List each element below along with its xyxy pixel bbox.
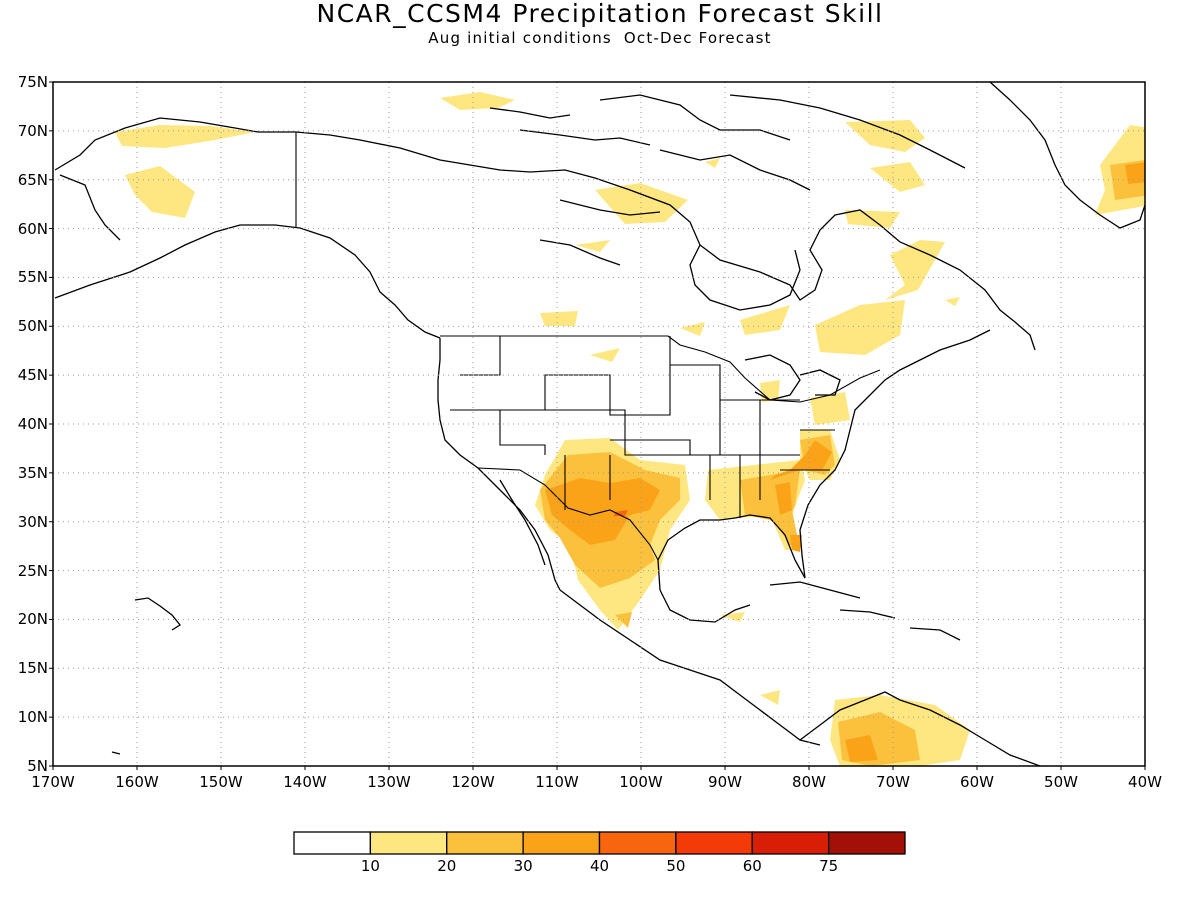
lon-tick-label: 150W — [199, 773, 243, 791]
map-content — [54, 82, 1145, 766]
lat-tick-label: 35N — [17, 463, 48, 482]
lon-tick-label: 120W — [451, 773, 495, 791]
gridlines — [53, 82, 1145, 766]
map-subtitle: Aug initial conditions Oct-Dec Forecast — [428, 29, 772, 47]
lon-tick-label: 110W — [535, 773, 579, 791]
axis-ticks — [49, 81, 1146, 770]
lon-tick-label: 70W — [876, 773, 910, 791]
colorbar-swatch — [293, 831, 372, 855]
lon-tick-label: 50W — [1044, 773, 1078, 791]
lon-tick-label: 100W — [619, 773, 663, 791]
lat-tick-label: 60N — [17, 219, 48, 238]
lon-tick-label: 140W — [283, 773, 327, 791]
lat-tick-label: 15N — [17, 659, 48, 678]
map-title: NCAR_CCSM4 Precipitation Forecast Skill — [316, 0, 884, 28]
colorbar-swatch — [446, 831, 524, 855]
lat-tick-label: 20N — [17, 610, 48, 629]
lat-tick-label: 55N — [17, 268, 48, 287]
lon-tick-label: 90W — [708, 773, 742, 791]
colorbar-label: 30 — [513, 857, 533, 875]
colorbar-swatch — [827, 831, 906, 855]
colorbar-label: 75 — [819, 857, 839, 875]
lat-tick-label: 30N — [17, 512, 48, 531]
lat-tick-label: 5N — [27, 757, 48, 775]
colorbar-label: 20 — [437, 857, 457, 875]
lon-tick-label: 130W — [367, 773, 411, 791]
lat-tick-label: 10N — [17, 708, 48, 727]
colorbar-swatch — [369, 831, 448, 855]
colorbar-swatch — [598, 831, 677, 855]
lon-tick-label: 160W — [115, 773, 159, 791]
lon-tick-label: 170W — [31, 773, 75, 791]
lat-tick-label: 70N — [17, 121, 48, 140]
colorbar-label: 40 — [589, 857, 610, 875]
lat-tick-label: 45N — [17, 366, 48, 385]
lat-tick-label: 40N — [17, 415, 48, 433]
lon-tick-label: 60W — [960, 773, 994, 791]
coastlines — [54, 82, 1145, 766]
lat-tick-label: 50N — [17, 317, 48, 336]
lon-tick-label: 40W — [1128, 773, 1162, 791]
colorbar-label: 10 — [360, 857, 380, 875]
skill-shading-40-50 — [614, 510, 628, 516]
colorbar-swatch — [751, 831, 830, 855]
colorbar-swatch — [675, 831, 753, 855]
borders — [295, 132, 881, 561]
colorbar-label: 50 — [666, 857, 686, 875]
colorbar-swatch — [522, 831, 601, 855]
lat-tick-label: 25N — [17, 561, 48, 580]
lat-tick-label: 65N — [17, 170, 48, 189]
lat-tick-label: 75N — [17, 73, 48, 91]
colorbar-label: 60 — [742, 857, 762, 875]
lon-tick-label: 80W — [792, 773, 826, 791]
